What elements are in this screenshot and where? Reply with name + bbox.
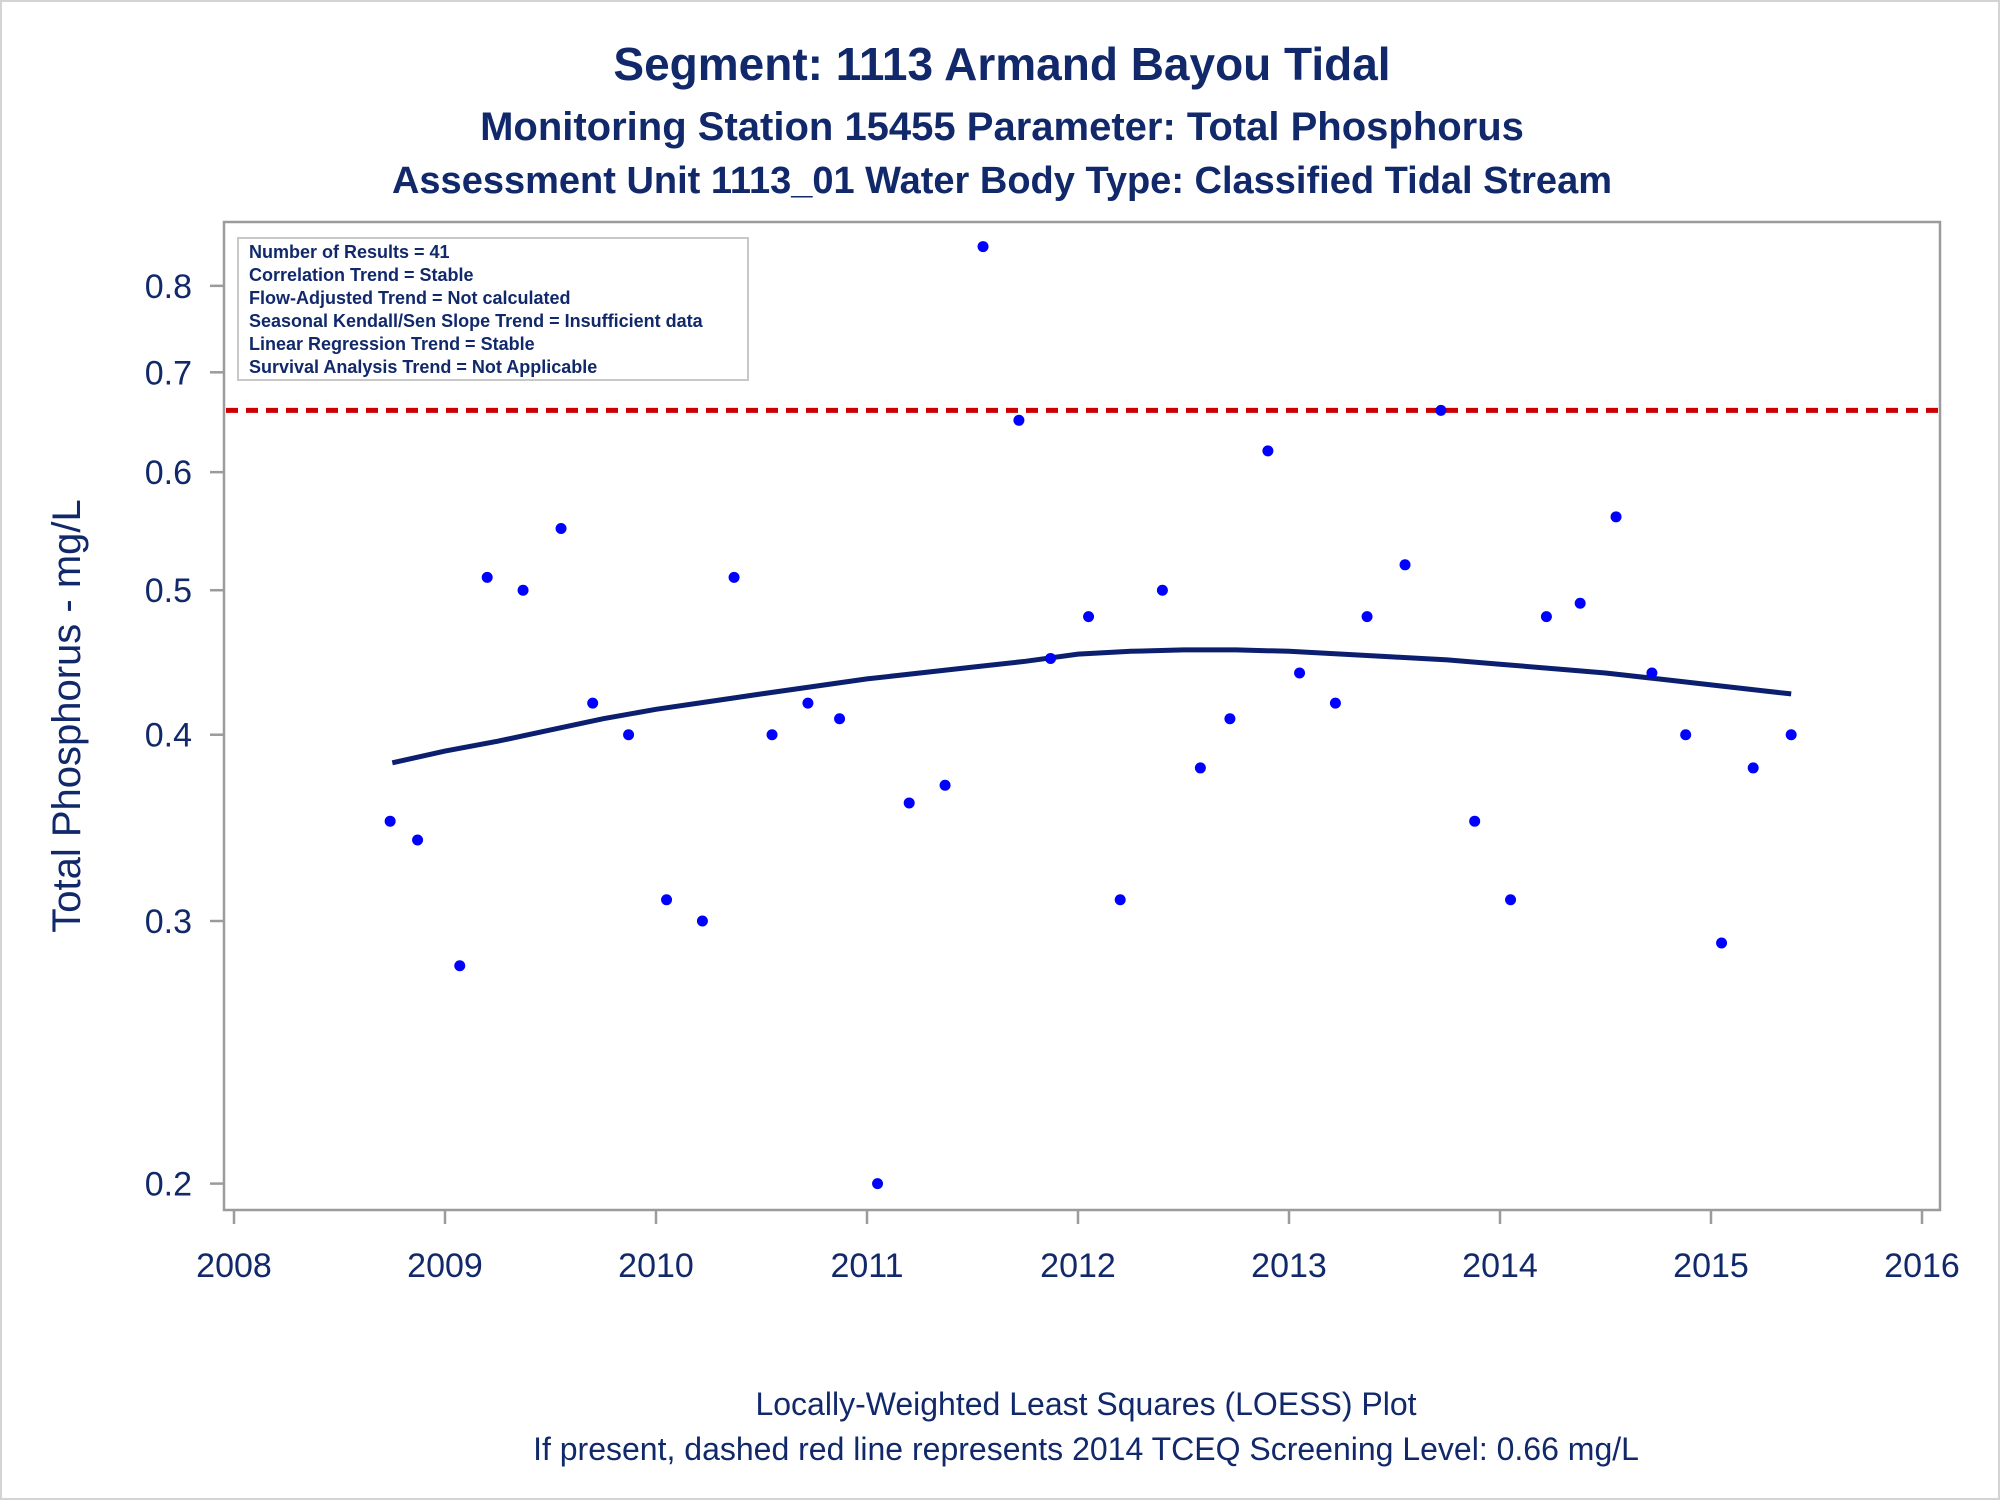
data-point bbox=[1262, 445, 1274, 457]
x-tick-label: 2014 bbox=[1462, 1247, 1538, 1285]
data-point bbox=[728, 571, 740, 583]
footnote-plot-type: Locally-Weighted Least Squares (LOESS) P… bbox=[755, 1386, 1416, 1422]
y-tick-label: 0.7 bbox=[145, 354, 192, 392]
data-point bbox=[1680, 729, 1692, 741]
y-tick-label: 0.3 bbox=[145, 903, 192, 941]
y-tick-label: 0.5 bbox=[145, 572, 192, 610]
y-tick-label: 0.8 bbox=[145, 268, 192, 306]
chart-subtitle-2: Assessment Unit 1113_01 Water Body Type:… bbox=[392, 160, 1612, 202]
data-point bbox=[802, 697, 814, 709]
data-point bbox=[1361, 611, 1373, 623]
data-point bbox=[454, 960, 466, 972]
stats-line: Number of Results = 41 bbox=[249, 242, 450, 262]
y-axis-label: Total Phosphorus - mg/L bbox=[45, 499, 89, 933]
data-point bbox=[977, 241, 989, 253]
data-point bbox=[1224, 713, 1236, 725]
stats-line: Correlation Trend = Stable bbox=[249, 265, 474, 285]
data-point bbox=[766, 729, 778, 741]
data-point bbox=[939, 779, 951, 791]
data-point bbox=[555, 522, 567, 534]
data-points bbox=[384, 241, 1797, 1190]
data-point bbox=[1156, 584, 1168, 596]
data-point bbox=[1716, 937, 1728, 949]
data-point bbox=[1329, 697, 1341, 709]
stats-line: Linear Regression Trend = Stable bbox=[249, 334, 535, 354]
data-point bbox=[1399, 559, 1411, 571]
data-point bbox=[1294, 667, 1306, 679]
data-point bbox=[1013, 414, 1025, 426]
x-tick-label: 2009 bbox=[407, 1247, 483, 1285]
data-point bbox=[1540, 611, 1552, 623]
data-point bbox=[384, 815, 396, 827]
data-point bbox=[696, 915, 708, 927]
footnote-screening-level: If present, dashed red line represents 2… bbox=[533, 1431, 1639, 1467]
data-point bbox=[412, 834, 424, 846]
y-tick-label: 0.2 bbox=[145, 1166, 192, 1204]
x-tick-label: 2011 bbox=[830, 1247, 903, 1285]
chart-title: Segment: 1113 Armand Bayou Tidal bbox=[613, 38, 1390, 90]
y-tick-label: 0.6 bbox=[145, 454, 192, 492]
data-point bbox=[834, 713, 846, 725]
data-point bbox=[1045, 652, 1057, 664]
x-tick-label: 2012 bbox=[1040, 1247, 1116, 1285]
data-point bbox=[1610, 511, 1622, 523]
x-tick-label: 2013 bbox=[1251, 1247, 1327, 1285]
stats-legend-box: Number of Results = 41 Correlation Trend… bbox=[237, 237, 749, 381]
data-point bbox=[587, 697, 599, 709]
data-point bbox=[903, 797, 915, 809]
data-point bbox=[1194, 762, 1206, 774]
stats-line: Survival Analysis Trend = Not Applicable bbox=[249, 357, 597, 377]
y-tick-label: 0.4 bbox=[145, 717, 192, 755]
x-tick-label: 2016 bbox=[1884, 1247, 1960, 1285]
loess-curve bbox=[391, 647, 1792, 766]
data-point bbox=[1114, 894, 1126, 906]
chart-subtitle: Monitoring Station 15455 Parameter: Tota… bbox=[480, 105, 1524, 149]
data-point bbox=[1747, 762, 1759, 774]
data-point bbox=[872, 1178, 884, 1190]
x-tick-label: 2008 bbox=[196, 1247, 272, 1285]
x-tick-label: 2010 bbox=[618, 1247, 694, 1285]
data-point bbox=[1469, 815, 1481, 827]
stats-line: Seasonal Kendall/Sen Slope Trend = Insuf… bbox=[249, 311, 704, 331]
data-point bbox=[1435, 404, 1447, 416]
data-point bbox=[1083, 611, 1095, 623]
data-point bbox=[1574, 597, 1586, 609]
stats-line: Flow-Adjusted Trend = Not calculated bbox=[249, 288, 571, 308]
x-tick-label: 2015 bbox=[1673, 1247, 1749, 1285]
data-point bbox=[517, 584, 529, 596]
stats-box-border bbox=[237, 237, 749, 381]
data-point bbox=[1785, 729, 1797, 741]
data-point bbox=[1646, 667, 1658, 679]
data-point bbox=[1505, 894, 1517, 906]
x-axis: 2008 2009 2010 2011 2012 2013 2014 2015 2016 bbox=[196, 1210, 1960, 1285]
data-point bbox=[481, 571, 493, 583]
plot-area bbox=[222, 220, 1942, 1212]
y-axis: 0.2 0.3 0.4 0.5 0.6 0.7 0.8 bbox=[145, 268, 224, 1204]
data-point bbox=[661, 894, 673, 906]
data-point bbox=[623, 729, 635, 741]
